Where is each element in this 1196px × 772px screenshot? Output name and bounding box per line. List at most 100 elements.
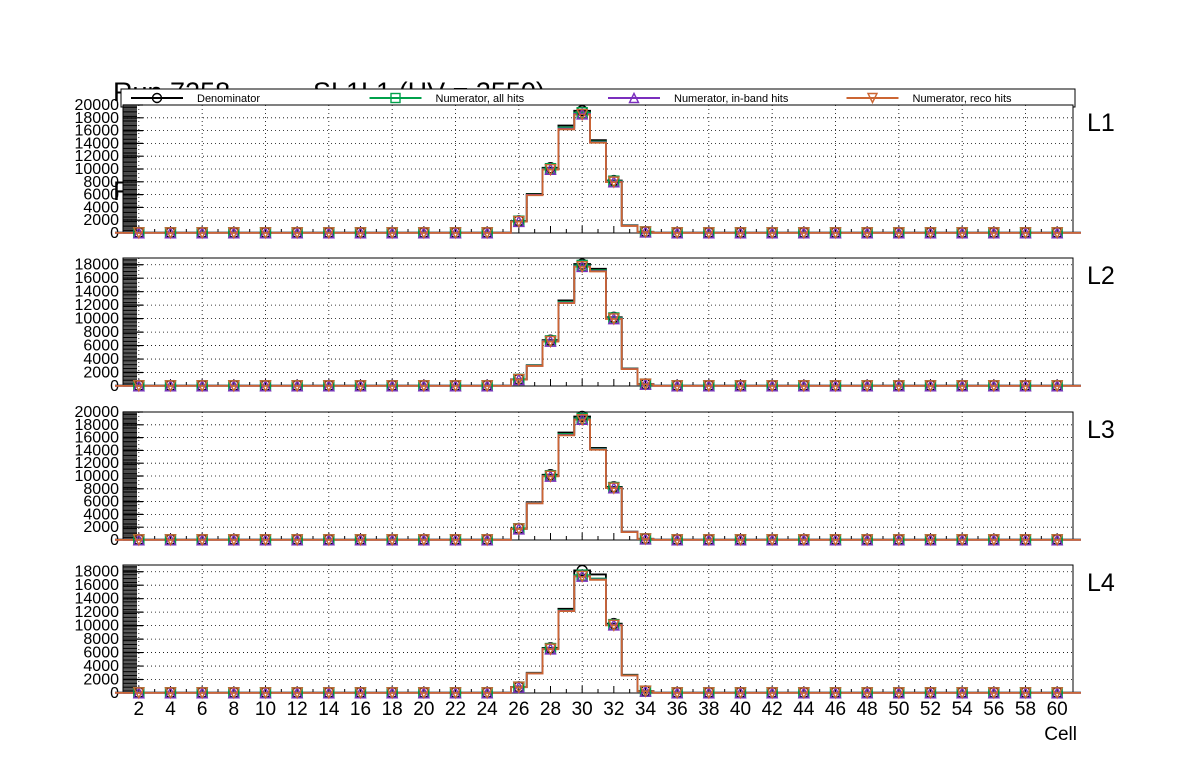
data-marker-triangle-down [956,380,969,393]
data-marker-triangle-down [987,227,1000,240]
ytick-label: 12000 [75,297,120,314]
ytick-label: 4000 [83,199,119,216]
xtick-label: 48 [857,699,878,720]
data-marker-triangle-down [607,619,620,632]
legend-label-3: Numerator, reco hits [913,93,1013,105]
data-marker-triangle-down [702,380,715,393]
panel-L4: 0200040006000800010000120001400016000180… [75,564,1081,702]
xtick-label: 14 [318,699,340,720]
data-marker-triangle-down [449,380,462,393]
xtick-label: 26 [508,699,529,720]
ytick-label: 6000 [83,645,119,662]
data-marker-triangle-down [829,380,842,393]
data-marker-triangle-down [956,687,969,700]
ytick-label: 12000 [75,148,120,165]
ytick-label: 16000 [75,270,120,287]
data-marker-triangle-down [354,687,367,700]
data-marker-triangle-down [797,227,810,240]
ytick-label: 8000 [83,174,119,191]
data-marker-triangle-down [354,380,367,393]
data-marker-triangle-down [607,176,620,189]
legend-marker-circle [151,92,163,104]
xtick-label: 46 [825,699,846,720]
ytick-label: 10000 [75,618,120,635]
ytick-label: 2000 [83,672,119,689]
xtick-label: 24 [477,699,499,720]
ytick-label: 2000 [83,365,119,382]
data-marker-triangle-down [607,482,620,495]
xtick-label: 42 [762,699,783,720]
xtick-label: 36 [667,699,688,720]
ytick-label: 18000 [75,417,120,434]
xtick-label: 4 [165,699,176,720]
data-marker-triangle-down [956,227,969,240]
data-marker-triangle-down [924,687,937,700]
ytick-label: 14000 [75,442,120,459]
data-marker-triangle-down [639,226,652,239]
ytick-label: 16000 [75,430,120,447]
data-marker-triangle-down [797,687,810,700]
xtick-label: 34 [635,699,657,720]
data-marker-triangle-down [132,687,145,700]
ytick-label: 16000 [75,577,120,594]
data-marker-triangle-down [892,380,905,393]
panel-frame-L1 [122,104,1074,234]
ytick-label: 8000 [83,324,119,341]
data-marker-triangle-down [132,534,145,547]
data-marker-triangle-down [544,470,557,483]
data-marker-triangle-down [291,687,304,700]
data-marker-triangle-down [987,380,1000,393]
ytick-label: 12000 [75,604,120,621]
data-marker-triangle-down [956,534,969,547]
data-marker-triangle-down [417,227,430,240]
data-marker-triangle-down [766,380,779,393]
xtick-label: 38 [698,699,719,720]
data-marker-triangle-down [354,534,367,547]
data-marker-triangle-down [417,534,430,547]
legend-marker-square [390,92,401,104]
ytick-label: 0 [110,532,119,549]
data-marker-triangle-down [449,534,462,547]
ytick-label: 8000 [83,631,119,648]
data-marker-triangle-down [386,687,399,700]
data-marker-triangle-down [1019,534,1032,547]
panel-frame-L2 [122,257,1074,387]
data-marker-triangle-down [481,534,494,547]
data-marker-triangle-down [766,534,779,547]
data-marker-triangle-down [512,373,525,387]
data-marker-triangle-down [734,227,747,240]
data-marker-triangle-down [322,687,335,700]
xtick-label: 2 [134,699,145,720]
data-marker-triangle-down [671,380,684,393]
data-marker-triangle-down [322,380,335,393]
ytick-label: 10000 [75,311,120,328]
data-marker-triangle-down [1019,227,1032,240]
ytick-label: 4000 [83,351,119,368]
data-marker-triangle-down [671,227,684,240]
xtick-label: 56 [983,699,1004,720]
data-marker-triangle-down [196,227,209,240]
xtick-label: 44 [793,699,815,720]
xtick-label: 22 [445,699,466,720]
panel-frame-L3 [122,411,1074,541]
data-marker-triangle-down [702,227,715,240]
data-marker-triangle-down [164,227,177,240]
data-marker-triangle-down [829,534,842,547]
data-marker-triangle-down [481,227,494,240]
ytick-label: 2000 [83,519,119,536]
data-marker-triangle-down [164,380,177,393]
data-marker-triangle-down [417,380,430,393]
legend-label-2: Numerator, in-band hits [674,93,789,105]
data-marker-triangle-down [386,534,399,547]
data-marker-triangle-down [987,687,1000,700]
data-marker-triangle-down [354,227,367,240]
data-marker-triangle-down [164,534,177,547]
data-marker-triangle-down [259,227,272,240]
xtick-label: 10 [255,699,276,720]
data-marker-triangle-down [259,380,272,393]
data-marker-triangle-down [924,227,937,240]
xtick-label: 58 [1015,699,1036,720]
ytick-label: 14000 [75,135,120,152]
legend-marker-triangle-up [628,91,640,104]
